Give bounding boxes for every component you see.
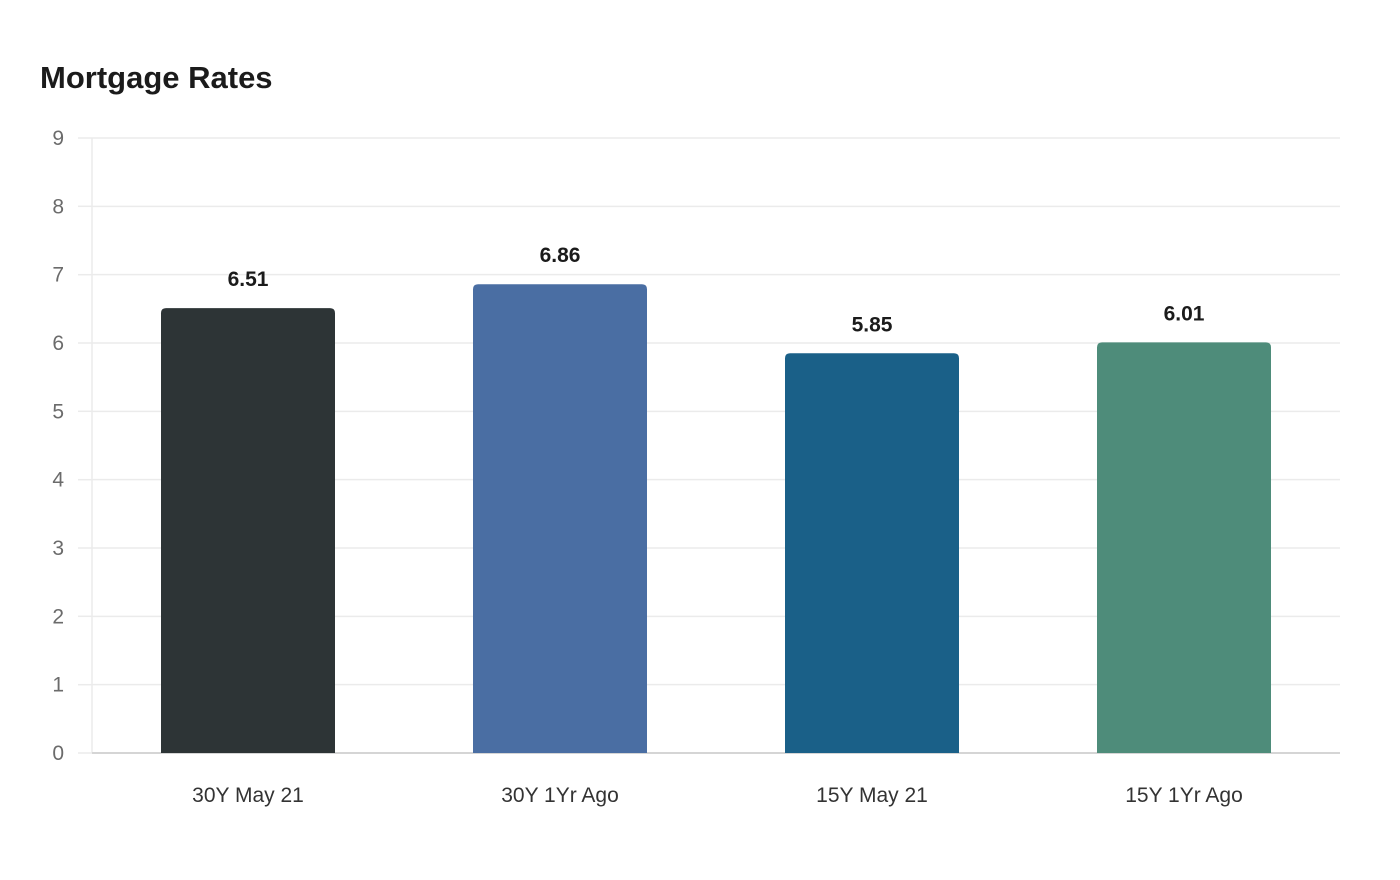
- bar: [161, 308, 335, 753]
- data-label: 6.86: [540, 244, 581, 267]
- x-axis-category-labels: 30Y May 21 30Y 1Yr Ago 15Y May 21 15Y 1Yr A…: [192, 784, 1243, 807]
- bar: [1097, 342, 1271, 753]
- y-tick-label: 5: [52, 400, 64, 423]
- bar: [473, 284, 647, 753]
- chart-title: Mortgage Rates: [40, 60, 273, 95]
- y-tick-label: 8: [52, 195, 64, 218]
- x-category-label: 15Y May 21: [816, 784, 928, 807]
- y-tick-label: 2: [52, 605, 64, 628]
- y-tick-label: 1: [52, 674, 64, 697]
- y-axis-tick-labels: 0 1 2 3 4 5 6 7 8 9: [52, 127, 64, 765]
- x-category-label: 15Y 1Yr Ago: [1125, 784, 1243, 807]
- x-category-label: 30Y May 21: [192, 784, 304, 807]
- y-tick-label: 0: [52, 742, 64, 765]
- y-tick-label: 3: [52, 537, 64, 560]
- y-tick-label: 9: [52, 127, 64, 150]
- y-tick-label: 4: [52, 469, 64, 492]
- data-label: 6.51: [228, 268, 269, 291]
- y-tick-label: 6: [52, 332, 64, 355]
- y-tick-label: 7: [52, 264, 64, 287]
- data-label: 6.01: [1164, 302, 1205, 325]
- data-label: 5.85: [852, 313, 893, 336]
- data-labels: 6.51 6.86 5.85 6.01: [228, 244, 1205, 336]
- bars: [161, 284, 1271, 753]
- x-category-label: 30Y 1Yr Ago: [501, 784, 619, 807]
- bar: [785, 353, 959, 753]
